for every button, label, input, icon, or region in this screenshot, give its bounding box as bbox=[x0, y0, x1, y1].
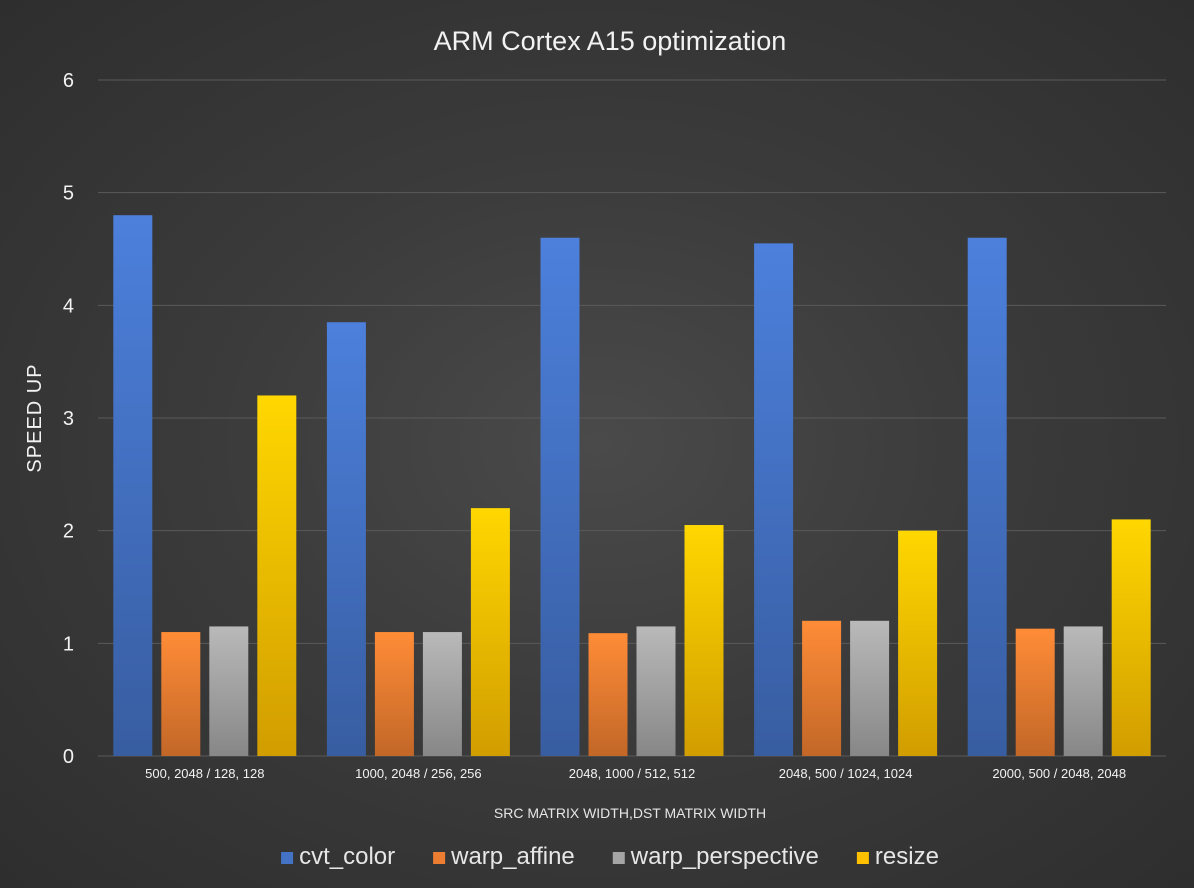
bar-warp-affine-3 bbox=[802, 620, 842, 756]
bar-warp-perspective-4 bbox=[1063, 626, 1103, 756]
legend: cvt_color warp_affine warp_perspective resi… bbox=[281, 843, 939, 870]
legend-swatch bbox=[433, 852, 446, 864]
bar-warp-perspective-1 bbox=[422, 632, 462, 756]
legend-item-cvt-color: cvt_color bbox=[281, 843, 395, 870]
legend-label: warp_affine bbox=[450, 843, 575, 870]
x-category-label: 500, 2048 / 128, 128 bbox=[145, 766, 264, 781]
bar-cvt-color-4 bbox=[967, 237, 1007, 756]
legend-item-warp-perspective: warp_perspective bbox=[612, 843, 819, 870]
bar-warp-affine-4 bbox=[1015, 628, 1055, 756]
bar-warp-perspective-0 bbox=[209, 626, 249, 756]
category-label-layer: 500, 2048 / 128, 128 1000, 2048 / 256, 25… bbox=[145, 766, 1126, 781]
bar-cvt-color-2 bbox=[540, 237, 580, 756]
bar-warp-affine-1 bbox=[374, 632, 414, 756]
y-tick-label: 3 bbox=[63, 408, 74, 430]
bar-cvt-color-0 bbox=[113, 215, 153, 756]
y-tick-label: 2 bbox=[63, 521, 74, 543]
x-category-label: 2048, 500 / 1024, 1024 bbox=[779, 766, 913, 781]
bar-resize-3 bbox=[898, 530, 938, 756]
y-tick-label: 1 bbox=[63, 633, 74, 655]
bar-resize-1 bbox=[470, 508, 510, 756]
bar-resize-2 bbox=[684, 525, 724, 756]
y-axis-title: SPEED UP bbox=[24, 363, 46, 472]
x-category-label: 1000, 2048 / 256, 256 bbox=[355, 766, 482, 781]
y-tick-layer: 0 1 2 3 4 5 6 bbox=[63, 70, 74, 768]
chart-title: ARM Cortex A15 optimization bbox=[434, 26, 787, 56]
legend-item-resize: resize bbox=[856, 843, 939, 870]
legend-swatch bbox=[856, 852, 869, 864]
x-axis-title: SRC MATRIX WIDTH,DST MATRIX WIDTH bbox=[494, 805, 766, 821]
legend-label: resize bbox=[875, 843, 939, 870]
legend-label: cvt_color bbox=[299, 843, 395, 870]
y-tick-label: 0 bbox=[63, 746, 74, 768]
bar-resize-0 bbox=[257, 395, 297, 756]
bar-warp-affine-2 bbox=[588, 633, 628, 756]
legend-label: warp_perspective bbox=[630, 843, 819, 870]
bar-cvt-color-3 bbox=[754, 243, 794, 756]
bar-warp-affine-0 bbox=[161, 632, 201, 756]
y-tick-label: 6 bbox=[63, 70, 74, 92]
legend-swatch bbox=[281, 852, 294, 864]
x-category-label: 2048, 1000 / 512, 512 bbox=[569, 766, 696, 781]
y-tick-label: 4 bbox=[63, 295, 74, 317]
legend-item-warp-affine: warp_affine bbox=[433, 843, 575, 870]
bar-warp-perspective-2 bbox=[636, 626, 676, 756]
bar-resize-4 bbox=[1111, 519, 1151, 756]
x-category-label: 2000, 500 / 2048, 2048 bbox=[992, 766, 1126, 781]
bar-warp-perspective-3 bbox=[850, 620, 890, 756]
legend-swatch bbox=[612, 852, 625, 864]
bar-cvt-color-1 bbox=[326, 322, 366, 756]
y-tick-label: 5 bbox=[63, 183, 74, 205]
bar-layer bbox=[113, 215, 1151, 756]
